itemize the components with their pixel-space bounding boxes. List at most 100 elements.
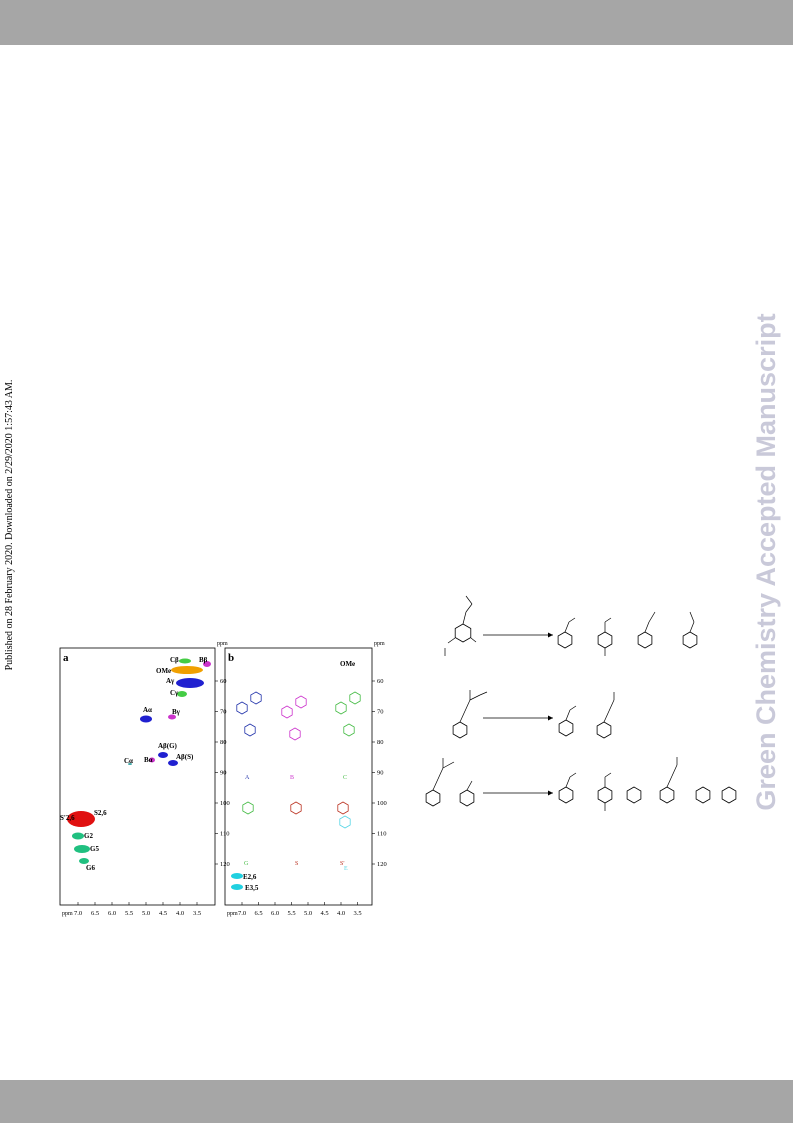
side-note: Published on 28 February 2020. Downloade…: [4, 380, 15, 671]
panel-b-frame: [224, 647, 373, 906]
peak-label: Aγ: [166, 677, 175, 685]
bond: [666, 775, 673, 788]
ring: [295, 695, 307, 709]
ring: [597, 631, 613, 649]
ring: [425, 789, 441, 807]
bottom-bar: [0, 1080, 793, 1123]
peak-label: Bβ: [199, 656, 208, 664]
peak-label: E3,5: [245, 884, 259, 892]
bond: [608, 699, 615, 712]
ring: [558, 786, 574, 804]
y-tick-label: 120: [220, 861, 230, 868]
ring: [558, 719, 574, 737]
cross-peak: [158, 752, 168, 758]
ring: [289, 727, 301, 741]
peak-label: Bα: [144, 756, 153, 764]
y-tick-label: 80: [377, 739, 384, 746]
peak-label: S'2,6: [60, 814, 75, 822]
x-tick-label: 3.5: [353, 910, 361, 917]
peak-label: Cγ: [170, 689, 179, 697]
y-tick-label: 70: [220, 709, 227, 716]
x-tick-label: 6.5: [91, 910, 99, 917]
bond: [462, 611, 467, 625]
x-tick-label: 6.5: [254, 910, 262, 917]
ring: [596, 721, 612, 739]
bond: [564, 621, 570, 633]
ring: [454, 623, 472, 643]
bond: [565, 709, 571, 721]
x-tick-label: 4.0: [337, 910, 345, 917]
ring: [242, 801, 254, 815]
ring: [290, 801, 302, 815]
bond: [604, 617, 612, 623]
bond: [464, 699, 471, 712]
cross-peak: [140, 715, 152, 723]
bond: [671, 764, 678, 777]
ring: [452, 721, 468, 739]
cross-peak: [171, 666, 203, 674]
bond: [569, 705, 577, 711]
ring: [343, 723, 355, 737]
bond: [479, 691, 488, 696]
panel-label: a: [63, 652, 69, 664]
y-tick-label: 110: [220, 831, 230, 838]
peak-label: Aβ(S): [176, 753, 194, 761]
bond: [569, 772, 577, 778]
y-tick-label: 70: [377, 709, 384, 716]
peak-label: Bγ: [172, 708, 181, 716]
peak-label: OMe: [156, 667, 171, 675]
bond: [470, 637, 477, 643]
cross-peak: [128, 763, 132, 765]
bond: [469, 694, 481, 701]
y-tick-label: 60: [377, 678, 384, 685]
y-tick-label: 60: [220, 678, 227, 685]
structure-label: E: [344, 866, 348, 872]
bond: [442, 761, 455, 769]
bond: [465, 603, 473, 613]
top-bar: [0, 0, 793, 45]
x-tick-label: 5.5: [125, 910, 133, 917]
bond: [447, 637, 456, 644]
bond: [568, 617, 576, 623]
bond: [604, 772, 612, 778]
cross-peak: [203, 661, 211, 667]
peak-label: Cβ: [170, 656, 179, 664]
y-tick-label: 110: [377, 831, 387, 838]
bond: [565, 776, 571, 788]
x-tick-label: 3.5: [193, 910, 201, 917]
peak-label: E2,6: [243, 873, 257, 881]
peak-label: G6: [86, 864, 95, 872]
x-tick-label: 7.0: [74, 910, 82, 917]
cross-peak: [177, 691, 187, 697]
bond: [689, 611, 695, 623]
axis-unit: ppm: [217, 641, 228, 647]
structure-label: S': [340, 861, 344, 867]
ring: [337, 801, 349, 815]
x-tick-label: 5.0: [304, 910, 312, 917]
watermark: Green Chemistry Accepted Manuscript: [751, 313, 781, 810]
y-tick-label: 90: [377, 770, 384, 777]
y-tick-label: 100: [220, 800, 230, 807]
bond: [466, 780, 473, 791]
peak-label: G2: [84, 832, 93, 840]
x-tick-label: 6.0: [108, 910, 116, 917]
peak-label: S2,6: [94, 809, 107, 817]
x-tick-label: 4.5: [159, 910, 167, 917]
ring: [459, 789, 475, 807]
cross-peak: [231, 873, 243, 879]
ring: [349, 691, 361, 705]
peak-label: Cα: [124, 757, 133, 765]
arrow-head: [548, 790, 553, 796]
x-tick-label: 4.5: [320, 910, 328, 917]
structure-label: G: [244, 861, 249, 867]
peak-label: G5: [90, 845, 99, 853]
ring: [682, 631, 698, 649]
cross-peak: [149, 757, 155, 763]
bond: [432, 778, 439, 791]
ring: [695, 786, 711, 804]
cross-peak: [231, 884, 243, 890]
panel-label: b: [228, 652, 234, 664]
x-tick-label: 7.0: [238, 910, 246, 917]
